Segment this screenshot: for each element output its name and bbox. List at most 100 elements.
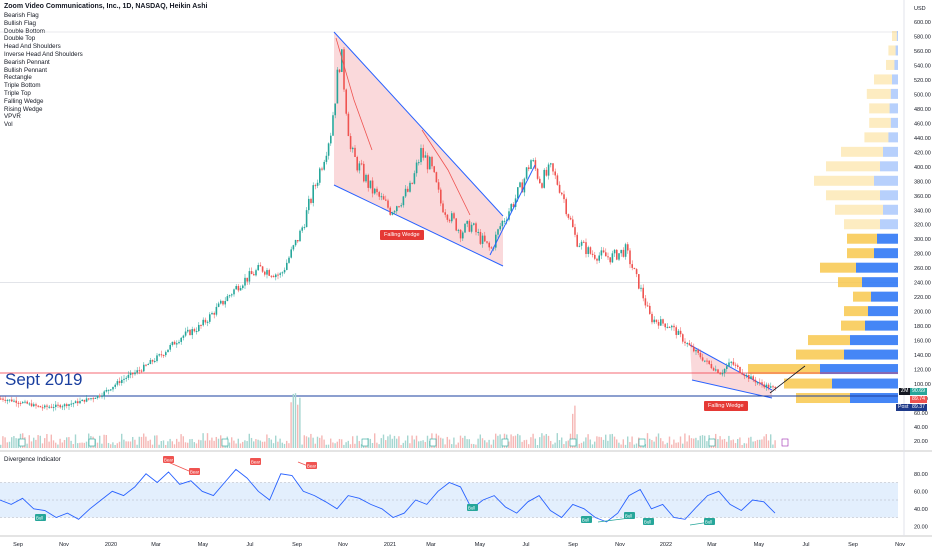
earnings-marker (88, 438, 96, 447)
volume-bar (426, 435, 429, 448)
candle-body (292, 245, 295, 250)
y-tick-label: 300.00 (914, 237, 931, 243)
bear-label: Bear (164, 458, 174, 463)
candle-body (574, 227, 576, 235)
bull-label-bg (624, 512, 635, 519)
volume-bar (616, 439, 618, 448)
candle-body (596, 258, 598, 261)
y-tick-label: 260.00 (914, 266, 931, 272)
study-item[interactable]: Bullish Flag (4, 19, 36, 27)
candle-body (701, 357, 704, 361)
vp-bar-up (796, 349, 844, 360)
candle-body (576, 234, 578, 247)
candle-body (294, 239, 297, 246)
candle-body (679, 330, 682, 335)
study-item[interactable]: Double Bottom (4, 27, 45, 35)
volume-bar (596, 436, 598, 448)
candle-body (281, 272, 284, 274)
volume-bar (312, 437, 314, 448)
study-item[interactable]: Triple Top (4, 89, 31, 97)
candle-body (314, 185, 317, 187)
study-item[interactable]: Rectangle (4, 74, 32, 82)
study-item[interactable]: Falling Wedge (4, 97, 44, 105)
volume-bar (167, 441, 169, 448)
indicator-tick-label: 60.00 (914, 489, 928, 495)
candle-body (402, 196, 405, 206)
candle-body (77, 401, 79, 404)
candle-body (734, 364, 737, 366)
volume-bar (182, 436, 184, 448)
candle-body (730, 361, 732, 363)
secondary-price-tag: 89.74 (910, 396, 927, 403)
study-item[interactable]: Triple Bottom (4, 82, 41, 90)
volume-bar (761, 439, 763, 448)
volume-bar (180, 434, 182, 448)
candle-body (198, 324, 200, 332)
candle-body (154, 360, 156, 362)
candle-body (422, 148, 424, 158)
study-item[interactable]: Bearish Pennant (4, 58, 50, 66)
volume-bar (690, 438, 693, 448)
volume-bar (77, 443, 79, 448)
trend-line (335, 37, 373, 151)
study-item[interactable]: Double Top (4, 35, 36, 43)
volume-bar (765, 434, 767, 448)
vp-bar-down (889, 103, 898, 114)
study-item[interactable]: Bearish Flag (4, 12, 39, 19)
volume-bar (477, 438, 479, 448)
volume-bar (211, 437, 213, 448)
volume-bar (475, 444, 477, 448)
vp-bar-down (877, 233, 898, 244)
volume-bar (255, 439, 257, 448)
candle-body (572, 219, 574, 228)
bull-label: Bull (705, 520, 712, 525)
vp-bar-down (874, 248, 898, 259)
volume-bar (629, 442, 631, 448)
study-item[interactable]: Bullish Pennant (4, 66, 47, 74)
bull-label: Bull (468, 506, 475, 511)
volume-bar (94, 439, 96, 448)
candle-body (237, 286, 240, 291)
volume-bar (547, 435, 550, 448)
bull-label: Bull (36, 516, 43, 521)
volume-bar (325, 444, 327, 448)
candle-body (752, 376, 754, 380)
volume-bar (653, 441, 655, 448)
candle-body (710, 363, 713, 369)
study-item[interactable]: Rising Wedge (4, 105, 43, 113)
volume-bar (88, 433, 90, 448)
earnings-marker (781, 438, 789, 447)
volume-bar (671, 444, 673, 448)
study-item[interactable]: Head And Shoulders (4, 43, 61, 51)
study-item[interactable]: Inverse Head And Shoulders (4, 50, 83, 58)
wedge-2-fill (690, 345, 772, 398)
volume-bar (156, 435, 158, 448)
volume-bar (512, 436, 514, 448)
volume-bar (422, 440, 424, 448)
candle-body (503, 220, 506, 222)
y-tick-label: 200.00 (914, 310, 931, 316)
candle-body (613, 249, 616, 254)
y-tick-label: 440.00 (914, 136, 931, 142)
candle-body (44, 405, 46, 408)
candle-body (629, 250, 631, 265)
volume-bar (664, 444, 666, 448)
candle-body (327, 143, 330, 156)
volume-bar (202, 433, 204, 448)
candle-body (712, 368, 715, 371)
volume-bar (580, 442, 583, 448)
candle-body (530, 160, 532, 170)
candle-body (283, 269, 286, 273)
candle-body (611, 253, 614, 263)
volume-bar (594, 441, 596, 448)
study-item[interactable]: VPVR (4, 113, 21, 121)
candle-body (528, 167, 530, 170)
study-item[interactable]: Vol (4, 121, 13, 129)
candle-body (550, 163, 552, 165)
x-tick-label: Jul (522, 542, 529, 548)
candle-body (325, 155, 328, 162)
volume-bar (618, 442, 620, 448)
volume-bar (387, 436, 389, 448)
volume-bar (268, 437, 270, 448)
